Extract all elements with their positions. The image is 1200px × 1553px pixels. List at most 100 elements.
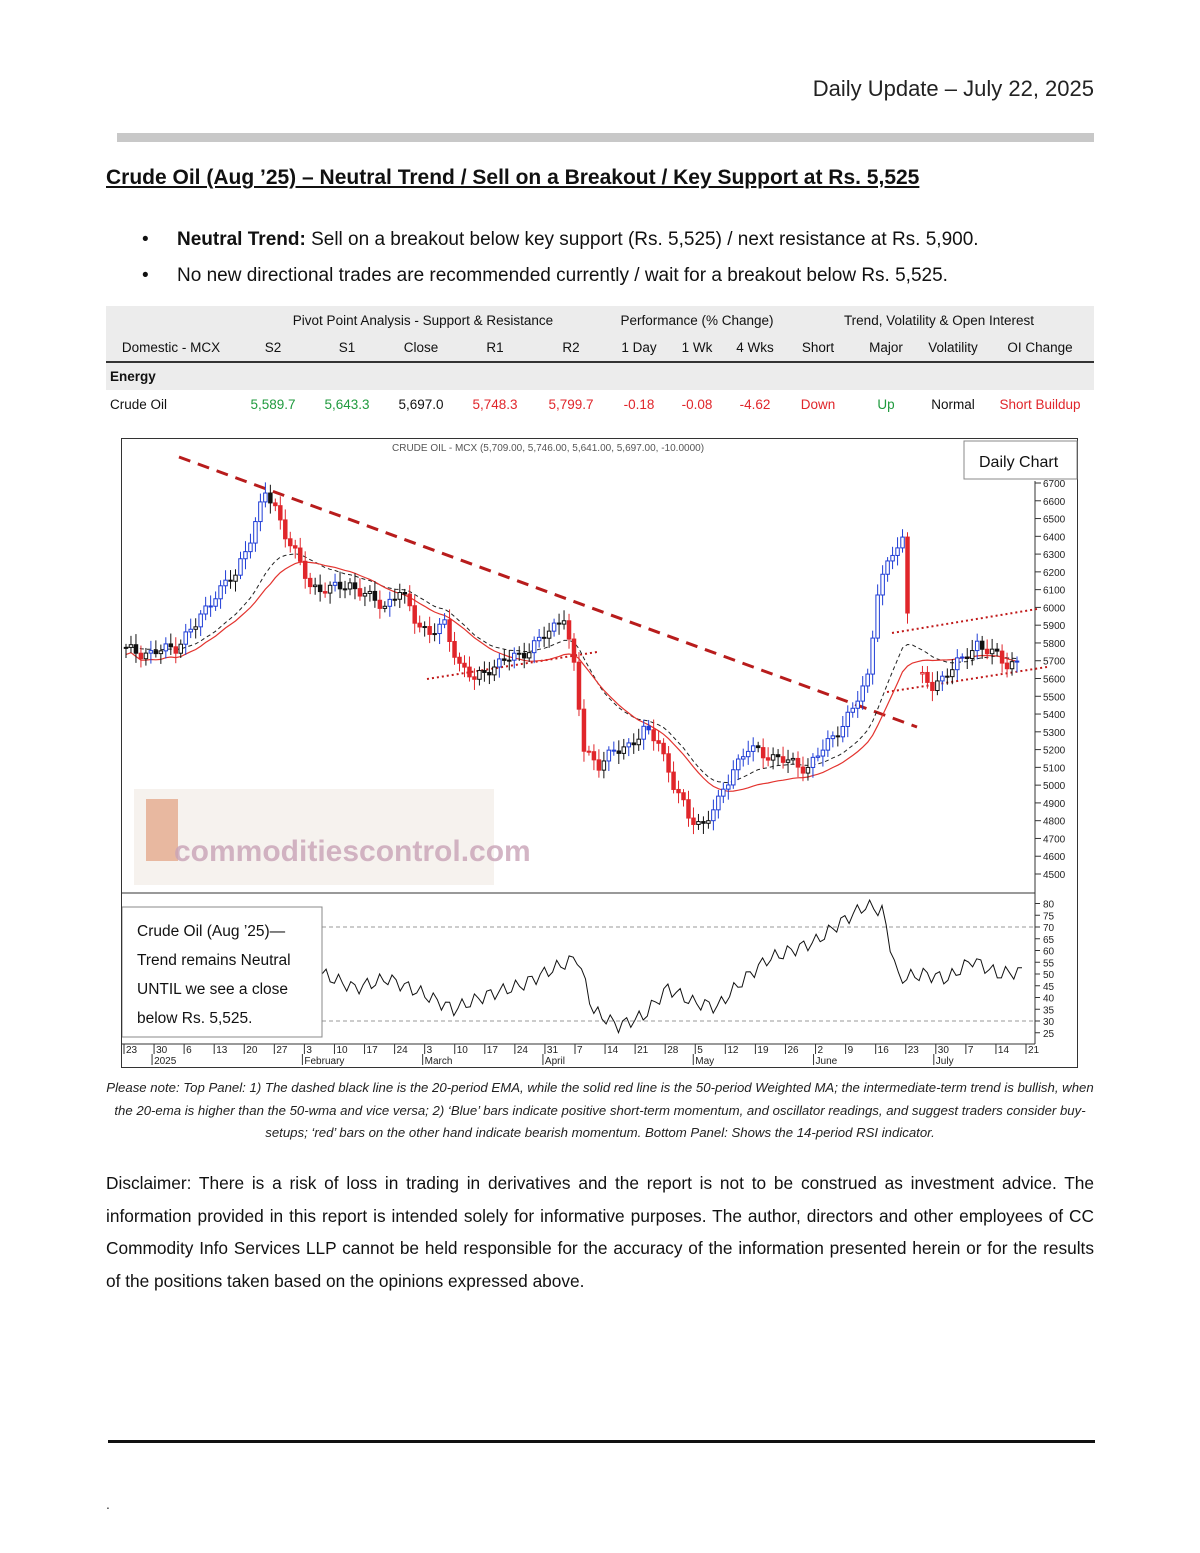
candle-body [1004,662,1010,670]
price-tick-label: 6200 [1043,568,1066,579]
month-label: June [816,1056,838,1067]
candle-body [422,626,427,629]
date-tick-label: 10 [457,1045,469,1056]
group-trend: Trend, Volatility & Open Interest [784,306,1094,334]
candle-body [805,766,811,774]
moving-averages [125,553,1018,792]
candle-body [302,560,308,579]
candle-body [820,749,826,757]
date-tick-label: 21 [637,1045,649,1056]
rsi-tick-label: 60 [1043,947,1055,958]
candle-body [626,742,631,748]
candle-body [258,501,263,523]
candle-body [845,711,851,727]
candle-body [193,626,198,630]
candle-body [671,771,676,790]
candle-body [561,620,567,625]
date-tick-label: 23 [908,1045,920,1056]
rsi-tick-label: 80 [1043,900,1055,911]
candle-body [945,675,950,678]
price-tick-label: 5000 [1043,781,1066,792]
footer-mark: . [106,1496,110,1512]
candle-body [437,623,442,635]
candle-body [417,622,422,628]
candle-body [183,631,188,645]
candle-body [974,640,980,652]
candle-body [586,750,592,753]
price-tick-label: 5800 [1043,639,1066,650]
candle-body [770,754,776,761]
candle-body [397,592,403,600]
candle-body [885,560,890,575]
group-pivot: Pivot Point Analysis - Support & Resista… [236,306,610,334]
candle-body [900,536,905,549]
candle-body [482,670,487,673]
date-tick-label: 17 [367,1045,379,1056]
candle-body [880,573,885,596]
candle-body [940,675,945,682]
date-tick-label: 2 [818,1045,824,1056]
candle-body [581,708,587,752]
candle-body [666,753,671,773]
candle-body [173,646,179,654]
col-header: Domestic - MCX [106,334,236,363]
chart-canvas: CRUDE OIL - MCX (5,709.00, 5,746.00, 5,6… [122,440,1078,1067]
candle-body [989,648,995,655]
date-tick-label: 27 [276,1045,288,1056]
date-tick-label: 30 [938,1045,950,1056]
month-label: February [304,1056,344,1067]
chart-annotation: Crude Oil (Aug ’25)— Trend remains Neutr… [122,906,323,1038]
candle-body [855,700,860,709]
rsi-tick-label: 65 [1043,935,1055,946]
date-tick-label: 7 [968,1045,974,1056]
candle-body [984,648,990,655]
bullet-text: Sell on a breakout below key support (Rs… [305,229,979,250]
candle-body [611,749,617,752]
date-tick-label: 21 [1028,1045,1040,1056]
candle-body [143,652,149,660]
candle-body [297,547,303,562]
date-tick-label: 7 [577,1045,583,1056]
candle-body [531,640,537,654]
candle-body [357,588,363,597]
candle-body [960,656,965,659]
date-tick-label: 19 [757,1045,769,1056]
rsi-series [321,898,1023,1035]
bullet-lead: Neutral Trend: [177,229,306,250]
date-tick-label: 17 [487,1045,499,1056]
candle-body [736,758,741,771]
candle-body [392,598,398,601]
month-label: April [545,1056,565,1067]
candle-body [696,821,701,825]
candle-body [616,750,622,754]
bullet-item: • Neutral Trend: Sell on a breakout belo… [140,222,1100,258]
candle-body [502,658,507,661]
date-tick-label: 26 [787,1045,799,1056]
candle-body [377,599,383,609]
candle-body [546,630,552,639]
candle-body [681,792,686,801]
date-axis: 23 30 6 13 20 27 3 10 17 24 3 10 17 24 31 7 14 21 28 5 12 19 2… [123,1044,1040,1067]
pivot-table: Pivot Point Analysis - Support & Resista… [106,306,1094,418]
section-label: Energy [106,362,1094,390]
candle-body [233,574,238,582]
rsi-line [321,898,1023,1035]
price-tick-label: 4900 [1043,799,1066,810]
bullet-icon: • [142,229,149,250]
candle-body [596,759,602,771]
date-tick-label: 3 [306,1045,312,1056]
candle-body [691,817,696,825]
candle-body [327,584,333,594]
candle-body [288,538,293,547]
candle-body [462,662,467,668]
candle-body [402,592,407,595]
candle-body [706,820,711,824]
candle-body [731,769,736,786]
candle-body [686,799,691,819]
month-label: May [695,1056,714,1067]
candle-body [407,593,412,607]
candle-body [198,613,203,628]
candle-body [775,754,781,758]
candle-body [228,579,233,582]
candle-body [785,759,791,763]
